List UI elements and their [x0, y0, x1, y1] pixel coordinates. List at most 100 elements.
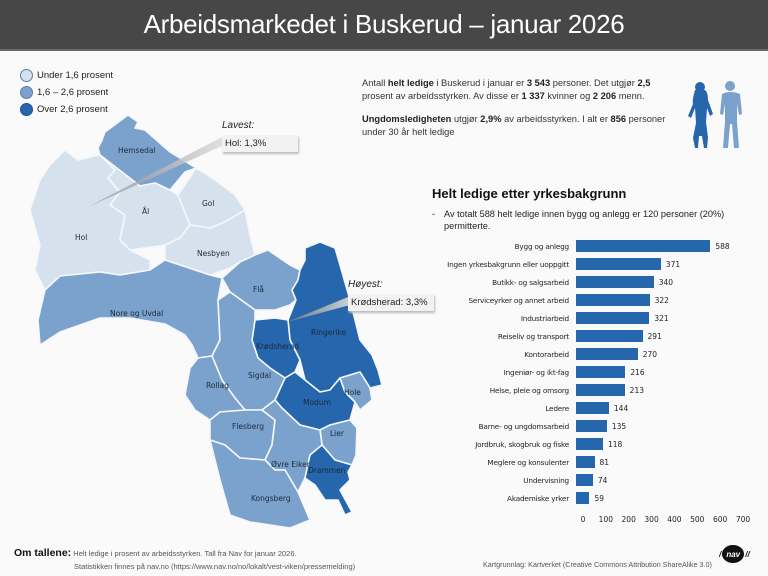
summary-text: Antall helt ledige i Buskerud i januar e…	[362, 77, 672, 149]
youth-rate: 2,9%	[480, 114, 502, 124]
total-unemployed: 3 543	[526, 78, 551, 88]
map-label: Hemsedal	[118, 146, 156, 155]
legend-circle-icon	[20, 86, 33, 99]
x-tick-label: 400	[667, 515, 682, 524]
bar-row: Bygg og anlegg 588	[420, 237, 760, 255]
people-illustration	[678, 78, 758, 153]
bar-label: Akademiske yrker	[507, 493, 569, 503]
about-label: Om tallene:	[14, 547, 72, 559]
bar	[576, 474, 593, 486]
region-al[interactable]	[99, 154, 191, 251]
region-hole[interactable]	[339, 371, 373, 411]
unemployment-rate: 2,5	[637, 78, 651, 88]
x-tick-label: 700	[735, 515, 751, 524]
text-bold: helt ledige	[387, 78, 434, 88]
text: utgjør	[451, 114, 481, 124]
summary-paragraph-total: Antall helt ledige i Buskerud i januar e…	[362, 77, 672, 103]
bar-label: Serviceyrker og annet arbeid	[468, 295, 569, 305]
bar-row: Barne- og ungdomsarbeid 135	[420, 417, 760, 435]
map-label: Ringerike	[311, 328, 347, 337]
legend-label: 1,6 – 2,6 prosent	[37, 87, 109, 98]
bar-label: Industriarbeid	[520, 313, 569, 323]
bar-row: Akademiske yrker 59	[420, 489, 760, 507]
woman-silhouette-icon	[688, 82, 713, 148]
text: Antall	[362, 78, 388, 88]
bar-row: Butikk- og salgsarbeid 340	[420, 273, 760, 291]
x-tick-label: 100	[598, 515, 614, 524]
legend-item-high: Over 2,6 prosent	[20, 101, 113, 118]
bar	[576, 366, 626, 378]
bar-row: Meglere og konsulenter 81	[420, 453, 760, 471]
bar-value: 588	[715, 241, 730, 251]
page-header: Arbeidsmarkedet i Buskerud – januar 2026	[0, 0, 768, 51]
summary-paragraph-youth: Ungdomsledigheten utgjør 2,9% av arbeids…	[362, 113, 672, 139]
region-fla[interactable]	[221, 249, 301, 311]
bar-row: Jordbruk, skogbruk og fiske 118	[420, 435, 760, 453]
highest-callout: Høyest: Krødsherad: 3,3%	[348, 279, 434, 311]
lowest-value: Hol: 1,3%	[222, 135, 298, 152]
map-label: Hol	[75, 233, 87, 242]
map-legend: Under 1,6 prosent 1,6 – 2,6 prosent Over…	[20, 67, 113, 118]
bar-value: 321	[654, 313, 669, 323]
bar-value: 216	[630, 367, 645, 377]
bar-label: Kontorarbeid	[524, 349, 569, 359]
logo-slash-icon: /	[719, 549, 722, 559]
source-text: Statistikken finnes på nav.no (https://w…	[74, 562, 356, 571]
map-label: Nesbyen	[197, 249, 230, 258]
x-tick-label: 600	[712, 515, 728, 524]
highest-value: Krødsherad: 3,3%	[348, 294, 434, 311]
bar-value: 74	[597, 475, 608, 485]
region-drammen[interactable]	[304, 444, 353, 516]
map-label: Gol	[202, 199, 214, 208]
highest-title: Høyest:	[348, 279, 383, 290]
bar-label: Ingeniør- og ikt-fag	[503, 367, 570, 377]
buskerud-map: Hemsedal Hol Ål Gol Nesbyen Flå Nore og …	[0, 110, 420, 540]
nav-logo-icon: nav	[722, 545, 745, 563]
bar-value: 270	[642, 349, 658, 359]
text-bold: Ungdomsledigheten	[362, 114, 452, 124]
map-label: Flesberg	[232, 422, 264, 431]
bar-value: 59	[594, 493, 605, 503]
bar-label: Ledere	[545, 403, 569, 413]
bar	[576, 294, 650, 306]
text: prosent av arbeidsstyrken. Av disse er	[362, 91, 522, 101]
bar-row: Ledere 144	[420, 399, 760, 417]
bar-row: Kontorarbeid 270	[420, 345, 760, 363]
map-label: Ål	[142, 207, 149, 216]
page-title: Arbeidsmarkedet i Buskerud – januar 2026	[143, 9, 625, 39]
x-tick-label: 200	[621, 515, 636, 524]
youth-count: 856	[610, 114, 627, 124]
man-silhouette-icon	[720, 81, 742, 148]
map-label: Modum	[303, 398, 331, 407]
x-tick-label: 500	[690, 515, 705, 524]
highest-pointer	[287, 297, 350, 322]
map-label: Lier	[330, 429, 345, 438]
lowest-pointer	[88, 137, 224, 207]
bar-label: Bygg og anlegg	[514, 241, 570, 251]
bar-row: Reiseliv og transport 291	[420, 327, 760, 345]
legend-label: Over 2,6 prosent	[37, 104, 108, 115]
women-count: 1 337	[521, 91, 545, 101]
map-label: Øvre Eiker	[271, 460, 311, 469]
map-label: Drammen	[308, 466, 346, 475]
map-label: Kongsberg	[251, 494, 291, 503]
legend-item-low: Under 1,6 prosent	[20, 67, 113, 84]
region-kongsberg[interactable]	[209, 439, 311, 529]
bar-label: Undervisning	[523, 475, 569, 485]
about-text: Helt ledige i prosent av arbeidsstyrken.…	[71, 549, 297, 558]
bar-row: Undervisning 74	[420, 471, 760, 489]
bar	[576, 456, 595, 468]
bar	[576, 258, 661, 270]
lowest-callout: Lavest: Hol: 1,3%	[222, 120, 298, 152]
men-count: 2 206	[592, 91, 617, 101]
bar-value: 135	[611, 421, 627, 431]
bar-value: 371	[665, 259, 681, 269]
bar	[576, 438, 603, 450]
bar	[576, 384, 625, 396]
bar	[576, 420, 607, 432]
lowest-title: Lavest:	[222, 120, 255, 131]
map-svg: Hemsedal Hol Ål Gol Nesbyen Flå Nore og …	[29, 114, 383, 529]
map-label: Rollag	[206, 381, 229, 390]
bar-value: 322	[654, 295, 669, 305]
text: av arbeidsstyrken. I alt er	[501, 114, 611, 124]
